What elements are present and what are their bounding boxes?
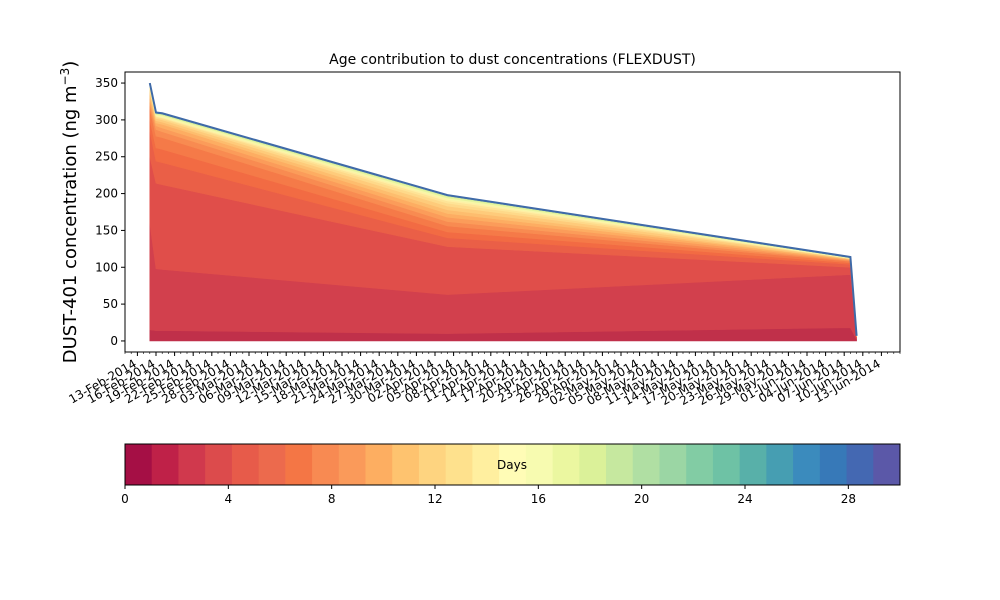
colorbar-label: Days — [497, 458, 527, 472]
colorbar-tick-label: 12 — [427, 492, 442, 506]
colorbar-swatch — [873, 444, 901, 485]
colorbar-swatch — [793, 444, 821, 485]
colorbar-swatch — [739, 444, 767, 485]
y-tick-label: 350 — [95, 76, 118, 90]
colorbar-swatch — [712, 444, 741, 485]
y-axis-label-main: DUST-401 concentration (ng m — [60, 85, 81, 363]
plot-frame — [124, 71, 901, 353]
colorbar-tick-label: 24 — [737, 492, 752, 506]
colorbar-swatch — [846, 444, 874, 485]
y-tick-label: 0 — [110, 334, 118, 348]
y-tick-label: 100 — [95, 260, 118, 274]
y-axis-label: DUST-401 concentration (ng m−3) — [58, 61, 81, 364]
colorbar-swatch — [632, 444, 660, 485]
colorbar-tick-label: 28 — [841, 492, 856, 506]
y-axis-label-close: ) — [60, 61, 81, 68]
colorbar-swatch — [151, 444, 179, 485]
colorbar-swatch — [418, 444, 447, 485]
colorbar-swatch — [338, 444, 367, 485]
chart-title: Age contribution to dust concentrations … — [329, 52, 696, 68]
y-axis: 0 50 100 150 200 250 300 350 — [95, 76, 125, 348]
colorbar-swatch — [365, 444, 393, 485]
colorbar-swatch — [445, 444, 473, 485]
colorbar-tick-label: 0 — [121, 492, 129, 506]
colorbar-swatch — [258, 444, 286, 485]
colorbar-swatch — [285, 444, 313, 485]
colorbar-swatch — [525, 444, 554, 485]
colorbar-tick-label: 16 — [531, 492, 546, 506]
colorbar-swatch — [686, 444, 714, 485]
colorbar-swatch — [472, 444, 500, 485]
colorbar-swatch — [312, 444, 340, 485]
colorbar-swatch — [231, 444, 260, 485]
colorbar-swatch — [579, 444, 607, 485]
y-tick-label: 150 — [95, 223, 118, 237]
colorbar-swatch — [178, 444, 206, 485]
total-concentration-line — [148, 82, 858, 336]
y-tick-label: 250 — [95, 150, 118, 164]
colorbar-swatch — [205, 444, 233, 485]
colorbar-swatch — [659, 444, 687, 485]
colorbar — [124, 443, 901, 486]
colorbar-swatch — [606, 444, 634, 485]
colorbar-tick-label: 20 — [634, 492, 649, 506]
colorbar-frame — [124, 443, 901, 486]
y-tick-label: 50 — [103, 297, 118, 311]
colorbar-swatch — [552, 444, 580, 485]
colorbar-swatch — [766, 444, 794, 485]
y-tick-label: 300 — [95, 113, 118, 127]
y-tick-label: 200 — [95, 187, 118, 201]
colorbar-ticks: 0 4 8 12 16 20 24 28 — [121, 485, 856, 506]
colorbar-tick-label: 4 — [225, 492, 233, 506]
y-axis-label-superscript: −3 — [58, 68, 72, 86]
colorbar-swatch — [125, 444, 153, 485]
stacked-area-layers — [149, 82, 857, 342]
colorbar-tick-label: 8 — [328, 492, 336, 506]
x-axis: 13-Feb-201416-Feb-201419-Feb-201422-Feb-… — [66, 352, 901, 408]
colorbar-swatch — [392, 444, 420, 485]
colorbar-swatch — [499, 444, 527, 485]
colorbar-swatch — [819, 444, 848, 485]
